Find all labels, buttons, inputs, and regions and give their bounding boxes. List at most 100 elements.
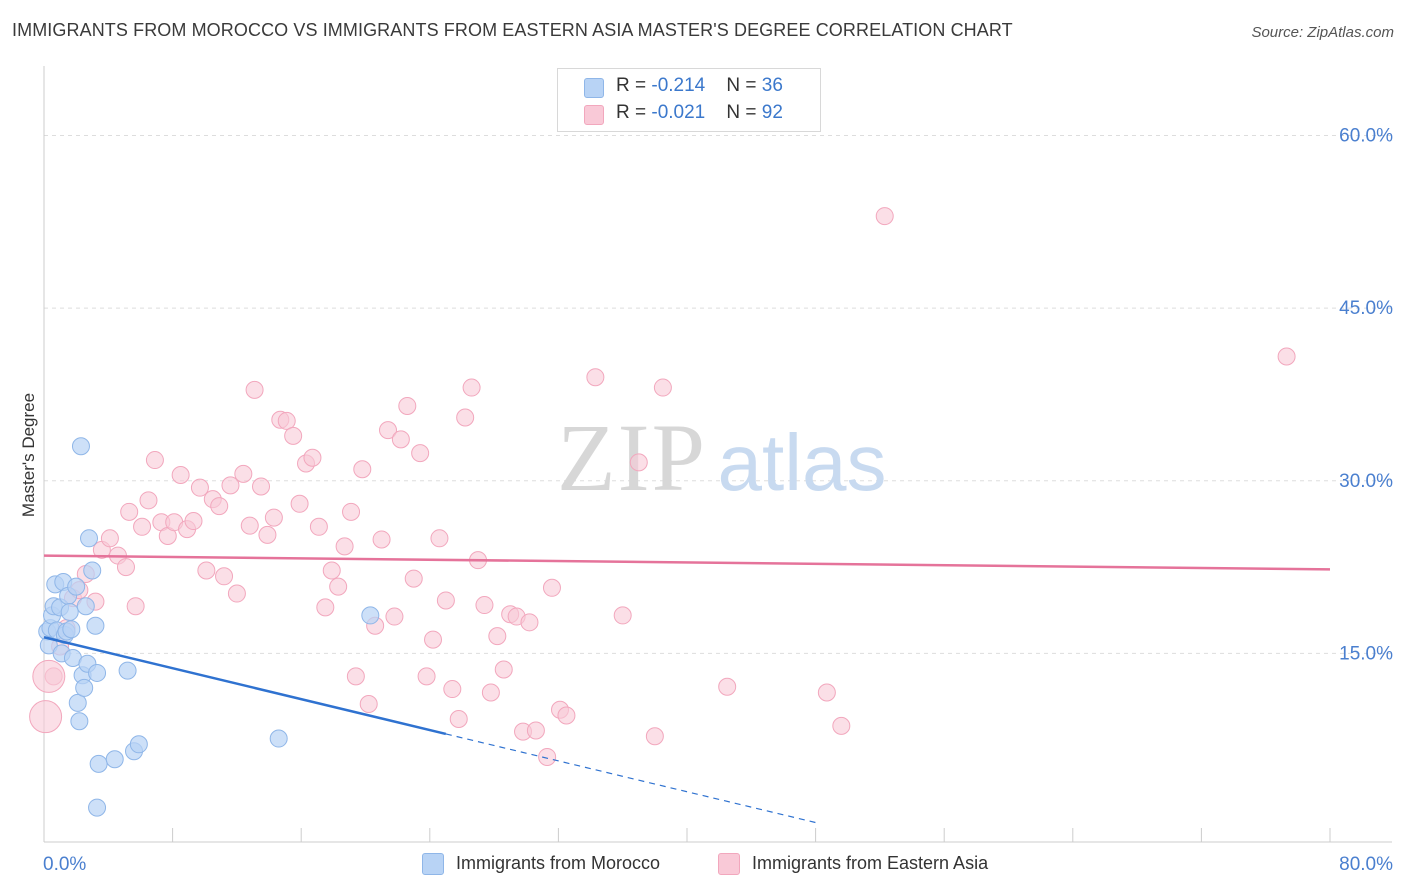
data-point-morocco	[269, 729, 288, 748]
correlation-legend: R = -0.214 N = 36 R = -0.021 N = 92	[557, 68, 821, 132]
data-point-eastern-asia	[526, 721, 545, 740]
tick-labels: 15.0% 30.0% 45.0% 60.0% 0.0% 80.0%	[43, 126, 1393, 875]
data-point-eastern-asia	[385, 607, 404, 626]
data-point-morocco	[105, 750, 124, 769]
y-tick-label: 30.0%	[1339, 471, 1393, 492]
legend-swatch-blue	[584, 78, 604, 98]
x-tick-label: 0.0%	[43, 854, 86, 875]
data-point-eastern-asia	[329, 577, 348, 596]
data-point-eastern-asia	[171, 466, 190, 485]
watermark: ZIP atlas	[557, 404, 886, 511]
grid-lines	[44, 135, 1392, 654]
data-point-morocco	[88, 798, 107, 817]
data-point-eastern-asia	[613, 606, 632, 625]
y-tick-label: 45.0%	[1339, 298, 1393, 319]
data-point-eastern-asia	[372, 530, 391, 549]
data-point-eastern-asia	[494, 660, 513, 679]
data-point-morocco	[67, 577, 86, 596]
data-point-eastern-asia	[379, 421, 398, 440]
data-point-morocco	[70, 712, 89, 731]
data-point-morocco	[361, 606, 380, 625]
x-tick-label: 80.0%	[1339, 854, 1393, 875]
data-point-eastern-asia	[481, 683, 500, 702]
morocco-points	[38, 437, 380, 817]
data-point-morocco	[89, 754, 108, 773]
legend-n-value: 36	[761, 75, 783, 96]
data-point-eastern-asia	[215, 567, 234, 586]
data-point-eastern-asia	[449, 709, 468, 728]
data-point-eastern-asia	[316, 598, 335, 617]
data-point-eastern-asia	[417, 667, 436, 686]
data-point-eastern-asia	[404, 569, 423, 588]
trendline-morocco-extension	[445, 733, 816, 824]
data-point-eastern-asia	[346, 667, 365, 686]
data-point-eastern-asia	[258, 525, 277, 544]
data-point-eastern-asia	[227, 584, 246, 603]
data-point-eastern-asia	[145, 451, 164, 470]
data-point-eastern-asia	[29, 700, 63, 734]
bottom-legend-swatch-pink	[718, 853, 740, 875]
data-point-eastern-asia	[430, 529, 449, 548]
data-point-eastern-asia	[542, 578, 561, 597]
data-point-eastern-asia	[100, 529, 119, 548]
data-point-morocco	[86, 616, 105, 635]
data-point-eastern-asia	[210, 497, 229, 516]
legend-n-value: 92	[761, 102, 783, 123]
data-point-morocco	[60, 602, 79, 621]
trend-lines	[43, 554, 1331, 824]
data-point-eastern-asia	[309, 517, 328, 536]
data-point-eastern-asia	[252, 477, 271, 496]
data-point-eastern-asia	[342, 502, 361, 521]
data-point-eastern-asia	[221, 476, 240, 495]
data-point-eastern-asia	[456, 408, 475, 427]
data-point-eastern-asia	[120, 502, 139, 521]
data-point-eastern-asia	[645, 727, 664, 746]
data-point-eastern-asia	[832, 716, 851, 735]
data-point-morocco	[62, 620, 81, 639]
data-point-eastern-asia	[133, 517, 152, 536]
data-point-eastern-asia	[817, 683, 836, 702]
data-point-morocco	[76, 597, 95, 616]
y-tick-label: 60.0%	[1339, 126, 1393, 147]
data-point-morocco	[75, 678, 94, 697]
data-point-eastern-asia	[126, 597, 145, 616]
data-point-eastern-asia	[557, 706, 576, 725]
data-point-eastern-asia	[1277, 347, 1296, 366]
data-point-eastern-asia	[197, 561, 216, 580]
y-axis-label: Master's Degree	[19, 392, 38, 518]
source-note: Source: ZipAtlas.com	[1251, 24, 1394, 41]
legend-r-label: R =	[616, 75, 652, 96]
data-point-morocco	[118, 661, 137, 680]
data-point-eastern-asia	[234, 464, 253, 483]
data-point-morocco	[68, 693, 87, 712]
y-tick-label: 15.0%	[1339, 643, 1393, 664]
data-point-eastern-asia	[462, 378, 481, 397]
data-point-eastern-asia	[475, 596, 494, 615]
data-point-eastern-asia	[520, 613, 539, 632]
data-point-eastern-asia	[284, 426, 303, 445]
data-point-eastern-asia	[184, 512, 203, 531]
data-point-morocco	[80, 529, 99, 548]
data-point-morocco	[129, 735, 148, 754]
data-point-morocco	[71, 437, 90, 456]
data-point-eastern-asia	[335, 537, 354, 556]
data-point-eastern-asia	[629, 453, 648, 472]
legend-n-label: N =	[726, 75, 762, 96]
data-point-eastern-asia	[411, 444, 430, 463]
watermark-zip: ZIP	[557, 404, 707, 511]
data-point-eastern-asia	[190, 478, 209, 497]
legend-swatch-pink	[584, 105, 604, 125]
trendline-morocco	[43, 636, 447, 736]
data-point-eastern-asia	[653, 378, 672, 397]
watermark-atlas: atlas	[718, 418, 887, 507]
data-point-morocco	[88, 663, 107, 682]
data-point-eastern-asia	[359, 695, 378, 714]
data-point-eastern-asia	[718, 677, 737, 696]
data-point-eastern-asia	[436, 591, 455, 610]
data-point-eastern-asia	[391, 430, 410, 449]
data-point-morocco	[83, 561, 102, 580]
chart-title: IMMIGRANTS FROM MOROCCO VS IMMIGRANTS FR…	[12, 20, 1013, 40]
data-point-eastern-asia	[290, 494, 309, 513]
data-point-eastern-asia	[398, 396, 417, 415]
data-point-eastern-asia	[488, 627, 507, 646]
